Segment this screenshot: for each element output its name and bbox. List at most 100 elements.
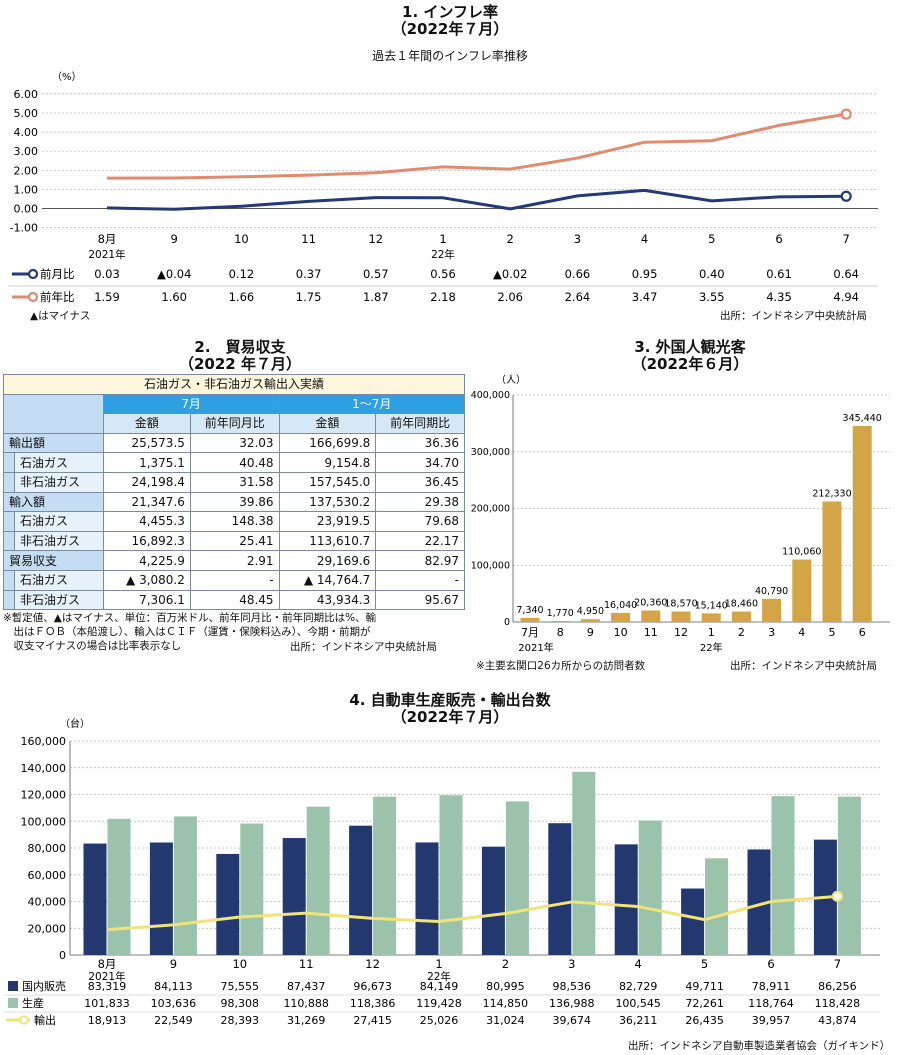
trade-note-line: ※暫定値、▲はマイナス、単位：百万米ドル、前年同月比・前年同期比は%、輸 [3,612,377,624]
auto-value-cell: 96,673 [353,980,392,993]
auto-sales-bar [548,823,572,955]
auto-value-cell: 26,435 [685,1014,724,1027]
auto-x-tick: 8月 [98,957,117,971]
tourists-x-tick: 6 [859,626,866,639]
trade-group-header: 1～7月 [278,393,466,415]
auto-x-tick: 12 [365,957,380,971]
auto-x-tick: 4 [635,957,642,971]
auto-sales-bar [149,842,173,955]
auto-export-line [106,894,838,932]
tourists-bar [762,598,782,622]
tourists-x-tick: 5 [829,626,836,639]
auto-value-cell: 28,393 [221,1014,260,1027]
auto-value-cell: 27,415 [353,1014,392,1027]
auto-value-cell: 98,536 [553,980,592,993]
trade-note: ※暫定値、▲はマイナス、単位：百万米ドル、前年同月比・前年同期比は%、輸 出はＦ… [3,611,376,653]
trade-title: 2. 貿易収支 （2022 年７月） [179,338,301,373]
auto-x-tick: 5 [701,957,708,971]
auto-value-cell: 18,913 [88,1014,127,1027]
auto-y-tick: 20,000 [28,922,67,935]
trade-column-header: 金額 [102,413,191,434]
auto-export-end-marker [831,890,844,902]
inflation-x-tick: 4 [641,232,648,246]
inflation-value-cell: 3.47 [632,290,658,304]
auto-value-cell: 49,711 [685,980,724,993]
trade-value-cell: 36.36 [375,432,465,454]
inflation-chart: （%）6.005.004.003.002.001.000.00-1.008月20… [8,71,878,304]
inflation-x-tick: 1 [439,232,446,246]
tourists-x-tick: 8 [557,626,564,639]
inflation-value-cell: 0.40 [699,267,725,281]
trade-value-cell: 22.17 [375,530,465,552]
trade-value-cell: 113,610.7 [278,530,377,552]
auto-source: 出所：インドネシア自動車製造業者協会（ガイキンド） [628,1040,891,1052]
trade-header-corner [3,393,104,434]
inflation-value-cell: 4.94 [833,290,859,304]
inflation-value-cell: 2.64 [565,290,591,304]
inflation-x-tick: 12 [368,232,383,246]
tourists-bar [701,613,721,622]
tourists-chart: （人） 400,000 300,000 200,000 100,000 0 7,340 7月 2… [471,374,890,654]
inflation-y-tick: 2.00 [14,164,39,177]
auto-production-bar [572,771,596,955]
inflation-value-cell: 0.66 [565,267,591,281]
trade-value-cell: 4,455.3 [102,511,191,532]
tourists-data-label: 40,790 [755,586,788,597]
auto-x-tick: 10 [232,957,247,971]
auto-sales-bar [415,842,439,955]
trade-source: 出所：インドネシア中央統計局 [290,641,437,653]
trade-row-label: 輸出額 [3,432,104,454]
auto-sales-bar [83,843,107,955]
tourists-y-tick: 0 [504,617,510,628]
tourists-year-label: 2021年 [518,641,553,654]
inflation-legend-marker [27,268,39,280]
auto-sales-bar [747,849,771,955]
inflation-y-tick: 5.00 [14,107,39,120]
auto-y-tick: 120,000 [21,789,67,802]
auto-value-cell: 114,850 [483,997,529,1010]
auto-production-bar [837,796,861,955]
trade-value-cell: 79.68 [375,511,465,532]
tourists-bar [731,611,751,622]
inflation-x-tick: 6 [775,232,782,246]
auto-production-bar [771,796,795,955]
tourists-x-tick: 1 [708,626,715,639]
auto-value-cell: 25,026 [420,1014,459,1027]
inflation-value-cell: 1.87 [363,290,389,304]
auto-x-tick: 11 [299,957,314,971]
inflation-x-tick: 3 [574,232,581,246]
auto-y-tick: 40,000 [28,896,67,909]
auto-sales-bar [614,844,638,955]
tourists-y-tick: 300,000 [471,447,510,458]
tourists-x-tick: 7月 [521,626,539,639]
auto-value-cell: 75,555 [221,980,260,993]
inflation-series-line [106,188,847,211]
auto-value-cell: 78,911 [752,980,791,993]
trade-row-indent [3,589,15,611]
tourists-bar [611,612,631,622]
auto-production-bar [240,823,264,955]
inflation-x-tick: 2 [507,232,514,246]
auto-legend-marker [19,1015,29,1025]
auto-value-cell: 87,437 [287,980,326,993]
tourists-bar [580,619,600,622]
tourists-x-tick: 10 [614,626,628,639]
auto-legend-label: 生産 [22,996,44,1010]
trade-column-header: 前年同期比 [375,413,465,434]
auto-sales-bar [481,846,505,955]
inflation-series-line [106,112,847,180]
trade-row-label: 輸入額 [3,491,104,513]
tourists-y-tick: 400,000 [471,390,510,401]
auto-y-tick: 100,000 [21,815,67,828]
inflation-value-cell: ▲0.04 [157,267,191,281]
inflation-year-label: 22年 [431,248,455,261]
tourists-data-label: 7,340 [516,605,543,616]
tourists-data-label: 212,330 [812,489,851,500]
auto-value-cell: 136,988 [549,997,595,1010]
auto-production-bar [306,806,330,955]
inflation-caption: 過去１年間のインフレ率推移 [372,49,528,63]
trade-value-cell: 16,892.3 [102,530,191,552]
inflation-y-tick: 1.00 [14,183,39,196]
auto-value-cell: 84,149 [420,980,459,993]
tourists-x-tick: 4 [798,626,805,639]
